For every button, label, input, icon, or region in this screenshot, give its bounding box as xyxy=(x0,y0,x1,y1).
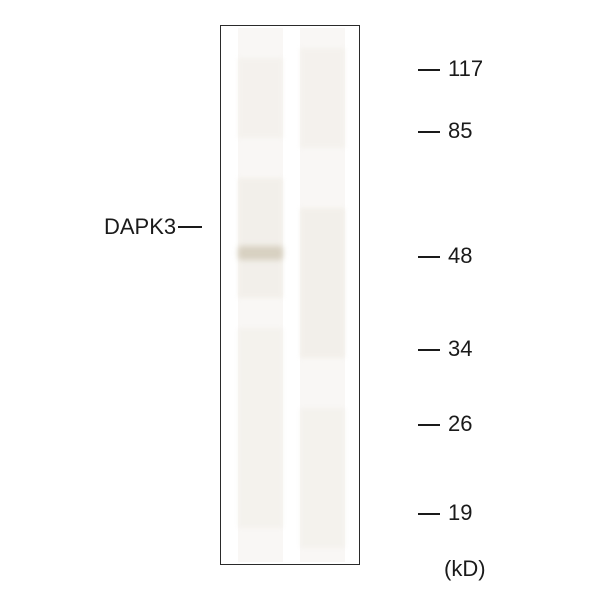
ladder-tick xyxy=(418,256,440,258)
lane-streak xyxy=(238,178,283,298)
lane-streak xyxy=(300,48,345,148)
lane-streak xyxy=(238,328,283,528)
ladder-label: 117 xyxy=(448,56,483,82)
protein-label: DAPK3 xyxy=(104,214,176,240)
ladder-tick xyxy=(418,131,440,133)
ladder-tick xyxy=(418,349,440,351)
protein-band xyxy=(238,246,283,260)
protein-label-tick xyxy=(178,226,202,228)
lane-streak xyxy=(238,58,283,138)
ladder-label: 85 xyxy=(448,118,472,144)
ladder-label: 19 xyxy=(448,500,472,526)
ladder-tick xyxy=(418,69,440,71)
lane-streak xyxy=(300,408,345,548)
ladder-tick xyxy=(418,424,440,426)
ladder-label: 48 xyxy=(448,243,472,269)
ladder-tick xyxy=(418,513,440,515)
ladder-label: 34 xyxy=(448,336,472,362)
ladder-label: 26 xyxy=(448,411,472,437)
lane-streak xyxy=(300,208,345,358)
ladder-unit-label: (kD) xyxy=(444,556,486,582)
